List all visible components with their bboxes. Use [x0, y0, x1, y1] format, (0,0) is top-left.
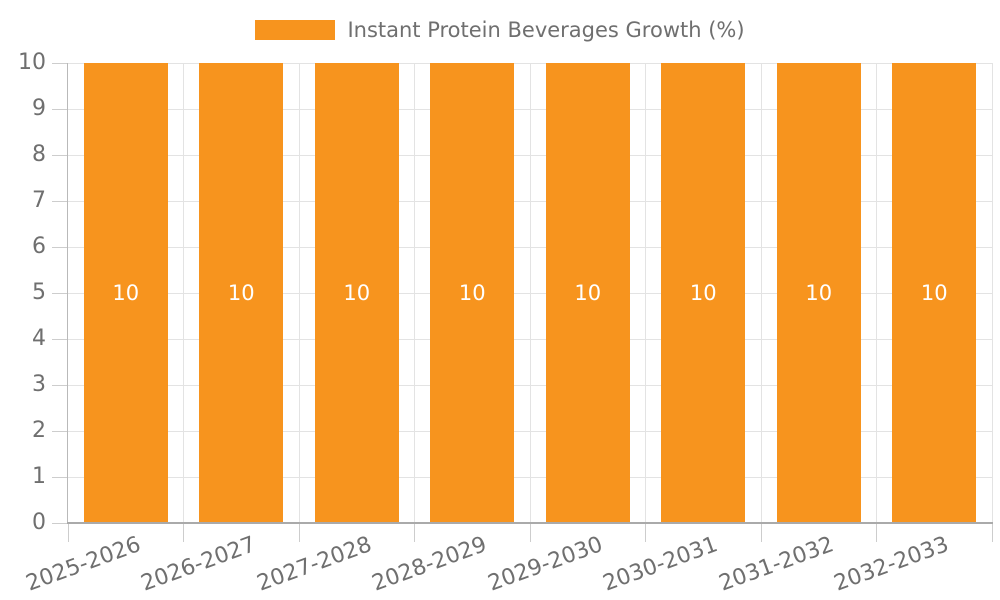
y-axis-tick [52, 292, 67, 294]
x-gridline [645, 63, 646, 523]
bar[interactable]: 10 [545, 63, 630, 523]
x-axis-tick-label: 2026-2027 [138, 532, 260, 597]
x-axis-tick [414, 523, 415, 542]
legend-label: Instant Protein Beverages Growth (%) [347, 18, 745, 42]
bar-value-label: 10 [574, 281, 602, 305]
bar-value-label: 10 [227, 281, 255, 305]
y-axis-tick-label: 10 [18, 50, 46, 75]
x-axis-tick [67, 523, 69, 542]
y-axis-line [66, 63, 68, 523]
bar-value-label: 10 [112, 281, 140, 305]
x-gridline [760, 63, 762, 523]
x-axis-tick [645, 523, 646, 542]
bar[interactable]: 10 [314, 63, 399, 523]
y-axis-tick-label: 5 [32, 280, 46, 305]
y-axis-tick [52, 246, 67, 248]
legend: Instant Protein Beverages Growth (%) [0, 18, 1000, 42]
bar-value-label: 10 [343, 281, 371, 305]
x-axis-tick-label: 2032-2033 [831, 532, 953, 597]
x-axis-tick-label: 2029-2030 [484, 532, 606, 597]
y-axis-tick-label: 8 [32, 142, 46, 167]
y-axis-tick [52, 154, 67, 156]
bar-value-label: 10 [689, 281, 717, 305]
x-axis-tick [183, 523, 184, 542]
y-axis-tick-label: 0 [32, 510, 46, 535]
x-axis-tick-label: 2028-2029 [369, 532, 491, 597]
y-axis-tick-label: 9 [32, 96, 46, 121]
y-axis-tick-label: 7 [32, 188, 46, 213]
x-gridline [529, 63, 531, 523]
y-axis-tick [52, 476, 67, 478]
x-axis-line [67, 522, 993, 524]
bar[interactable]: 10 [892, 63, 977, 523]
bar[interactable]: 10 [83, 63, 168, 523]
bar[interactable]: 10 [776, 63, 861, 523]
bar-value-label: 10 [805, 281, 833, 305]
x-axis-tick [529, 523, 531, 542]
y-axis-tick [52, 522, 67, 524]
y-axis-tick [52, 384, 67, 386]
y-axis-tick-label: 3 [32, 372, 46, 397]
x-axis-tick-label: 2025-2026 [22, 532, 144, 597]
y-axis-tick-label: 4 [32, 326, 46, 351]
legend-swatch-icon [255, 20, 336, 40]
x-axis-tick [298, 523, 300, 542]
y-axis-tick [52, 430, 67, 432]
y-axis-tick [52, 62, 67, 64]
x-axis-tick-label: 2027-2028 [253, 532, 375, 597]
x-axis-tick [991, 523, 993, 542]
x-gridline [183, 63, 184, 523]
bar[interactable]: 10 [661, 63, 746, 523]
bar[interactable]: 10 [199, 63, 284, 523]
y-axis-tick [52, 338, 67, 340]
legend-item[interactable]: Instant Protein Beverages Growth (%) [255, 18, 745, 42]
y-axis-tick-label: 6 [32, 234, 46, 259]
x-gridline [991, 63, 993, 523]
bar-value-label: 10 [458, 281, 486, 305]
x-axis-tick-label: 2031-2032 [715, 532, 837, 597]
y-axis-tick-label: 1 [32, 464, 46, 489]
x-axis-tick [876, 523, 877, 542]
bar[interactable]: 10 [430, 63, 515, 523]
x-axis-tick-label: 2030-2031 [600, 532, 722, 597]
y-axis-tick-label: 2 [32, 418, 46, 443]
x-gridline [298, 63, 300, 523]
x-axis-tick [760, 523, 762, 542]
y-axis-tick [52, 108, 67, 110]
y-axis-tick [52, 200, 67, 202]
x-gridline [876, 63, 877, 523]
x-gridline [414, 63, 415, 523]
bar-value-label: 10 [920, 281, 948, 305]
